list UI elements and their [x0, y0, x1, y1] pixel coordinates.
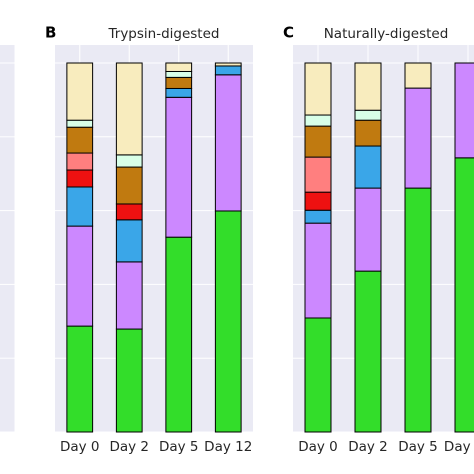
bar-segment: [354, 62, 382, 111]
x-tick-label: Day 0: [60, 439, 100, 455]
bar-segment: [66, 152, 94, 171]
panel-label: C: [283, 24, 294, 42]
x-tick-label: Day 2: [348, 439, 388, 455]
bar-segment: [165, 70, 193, 78]
bar-segment: [404, 87, 432, 189]
chart-title: Naturally-digested: [324, 26, 449, 42]
bar-segment: [304, 317, 332, 433]
bar-segment: [66, 186, 94, 227]
bar-segment: [165, 62, 193, 72]
x-tick-label: Day 2: [109, 439, 149, 455]
bar-segment: [165, 96, 193, 238]
bar-segment: [454, 157, 474, 433]
x-tick-label: Day 12: [204, 439, 252, 455]
bar-segment: [304, 222, 332, 319]
bar-segment: [304, 62, 332, 116]
bar-segment: [304, 156, 332, 193]
bar-segment: [304, 125, 332, 158]
panel-a-background: [0, 45, 15, 432]
bar-segment: [115, 203, 143, 221]
bar-segment: [304, 209, 332, 224]
bar-segment: [66, 62, 94, 121]
bar-segment: [165, 236, 193, 433]
bar-segment: [115, 328, 143, 433]
x-tick-label: Day 0: [298, 439, 338, 455]
bar-segment: [66, 225, 94, 327]
bar-segment: [304, 114, 332, 127]
bar-segment: [214, 74, 242, 212]
bar-segment: [66, 325, 94, 433]
bar-segment: [404, 62, 432, 89]
bar-segment: [115, 261, 143, 330]
bar-segment: [165, 87, 193, 98]
bar-segment: [304, 191, 332, 211]
bar-segment: [214, 62, 242, 67]
bar-segment: [404, 187, 432, 433]
bar-segment: [165, 76, 193, 89]
bar-segment: [115, 166, 143, 205]
bar-segment: [454, 62, 474, 159]
bar-segment: [115, 219, 143, 263]
x-tick-label: Day 5: [159, 439, 199, 455]
panel-label: B: [45, 24, 56, 42]
bar-segment: [214, 210, 242, 433]
x-tick-label: Day 5: [398, 439, 438, 455]
bar-segment: [354, 270, 382, 433]
bar-segment: [66, 119, 94, 128]
bar-segment: [354, 119, 382, 147]
bar-segment: [115, 154, 143, 168]
bar-segment: [115, 62, 143, 156]
bar-segment: [66, 169, 94, 188]
x-tick-label: Day 12: [444, 439, 474, 455]
bar-segment: [354, 109, 382, 121]
bar-segment: [214, 65, 242, 76]
chart-title: Trypsin-digested: [108, 26, 220, 42]
bar-segment: [66, 126, 94, 154]
bar-segment: [354, 187, 382, 272]
bar-segment: [354, 145, 382, 189]
